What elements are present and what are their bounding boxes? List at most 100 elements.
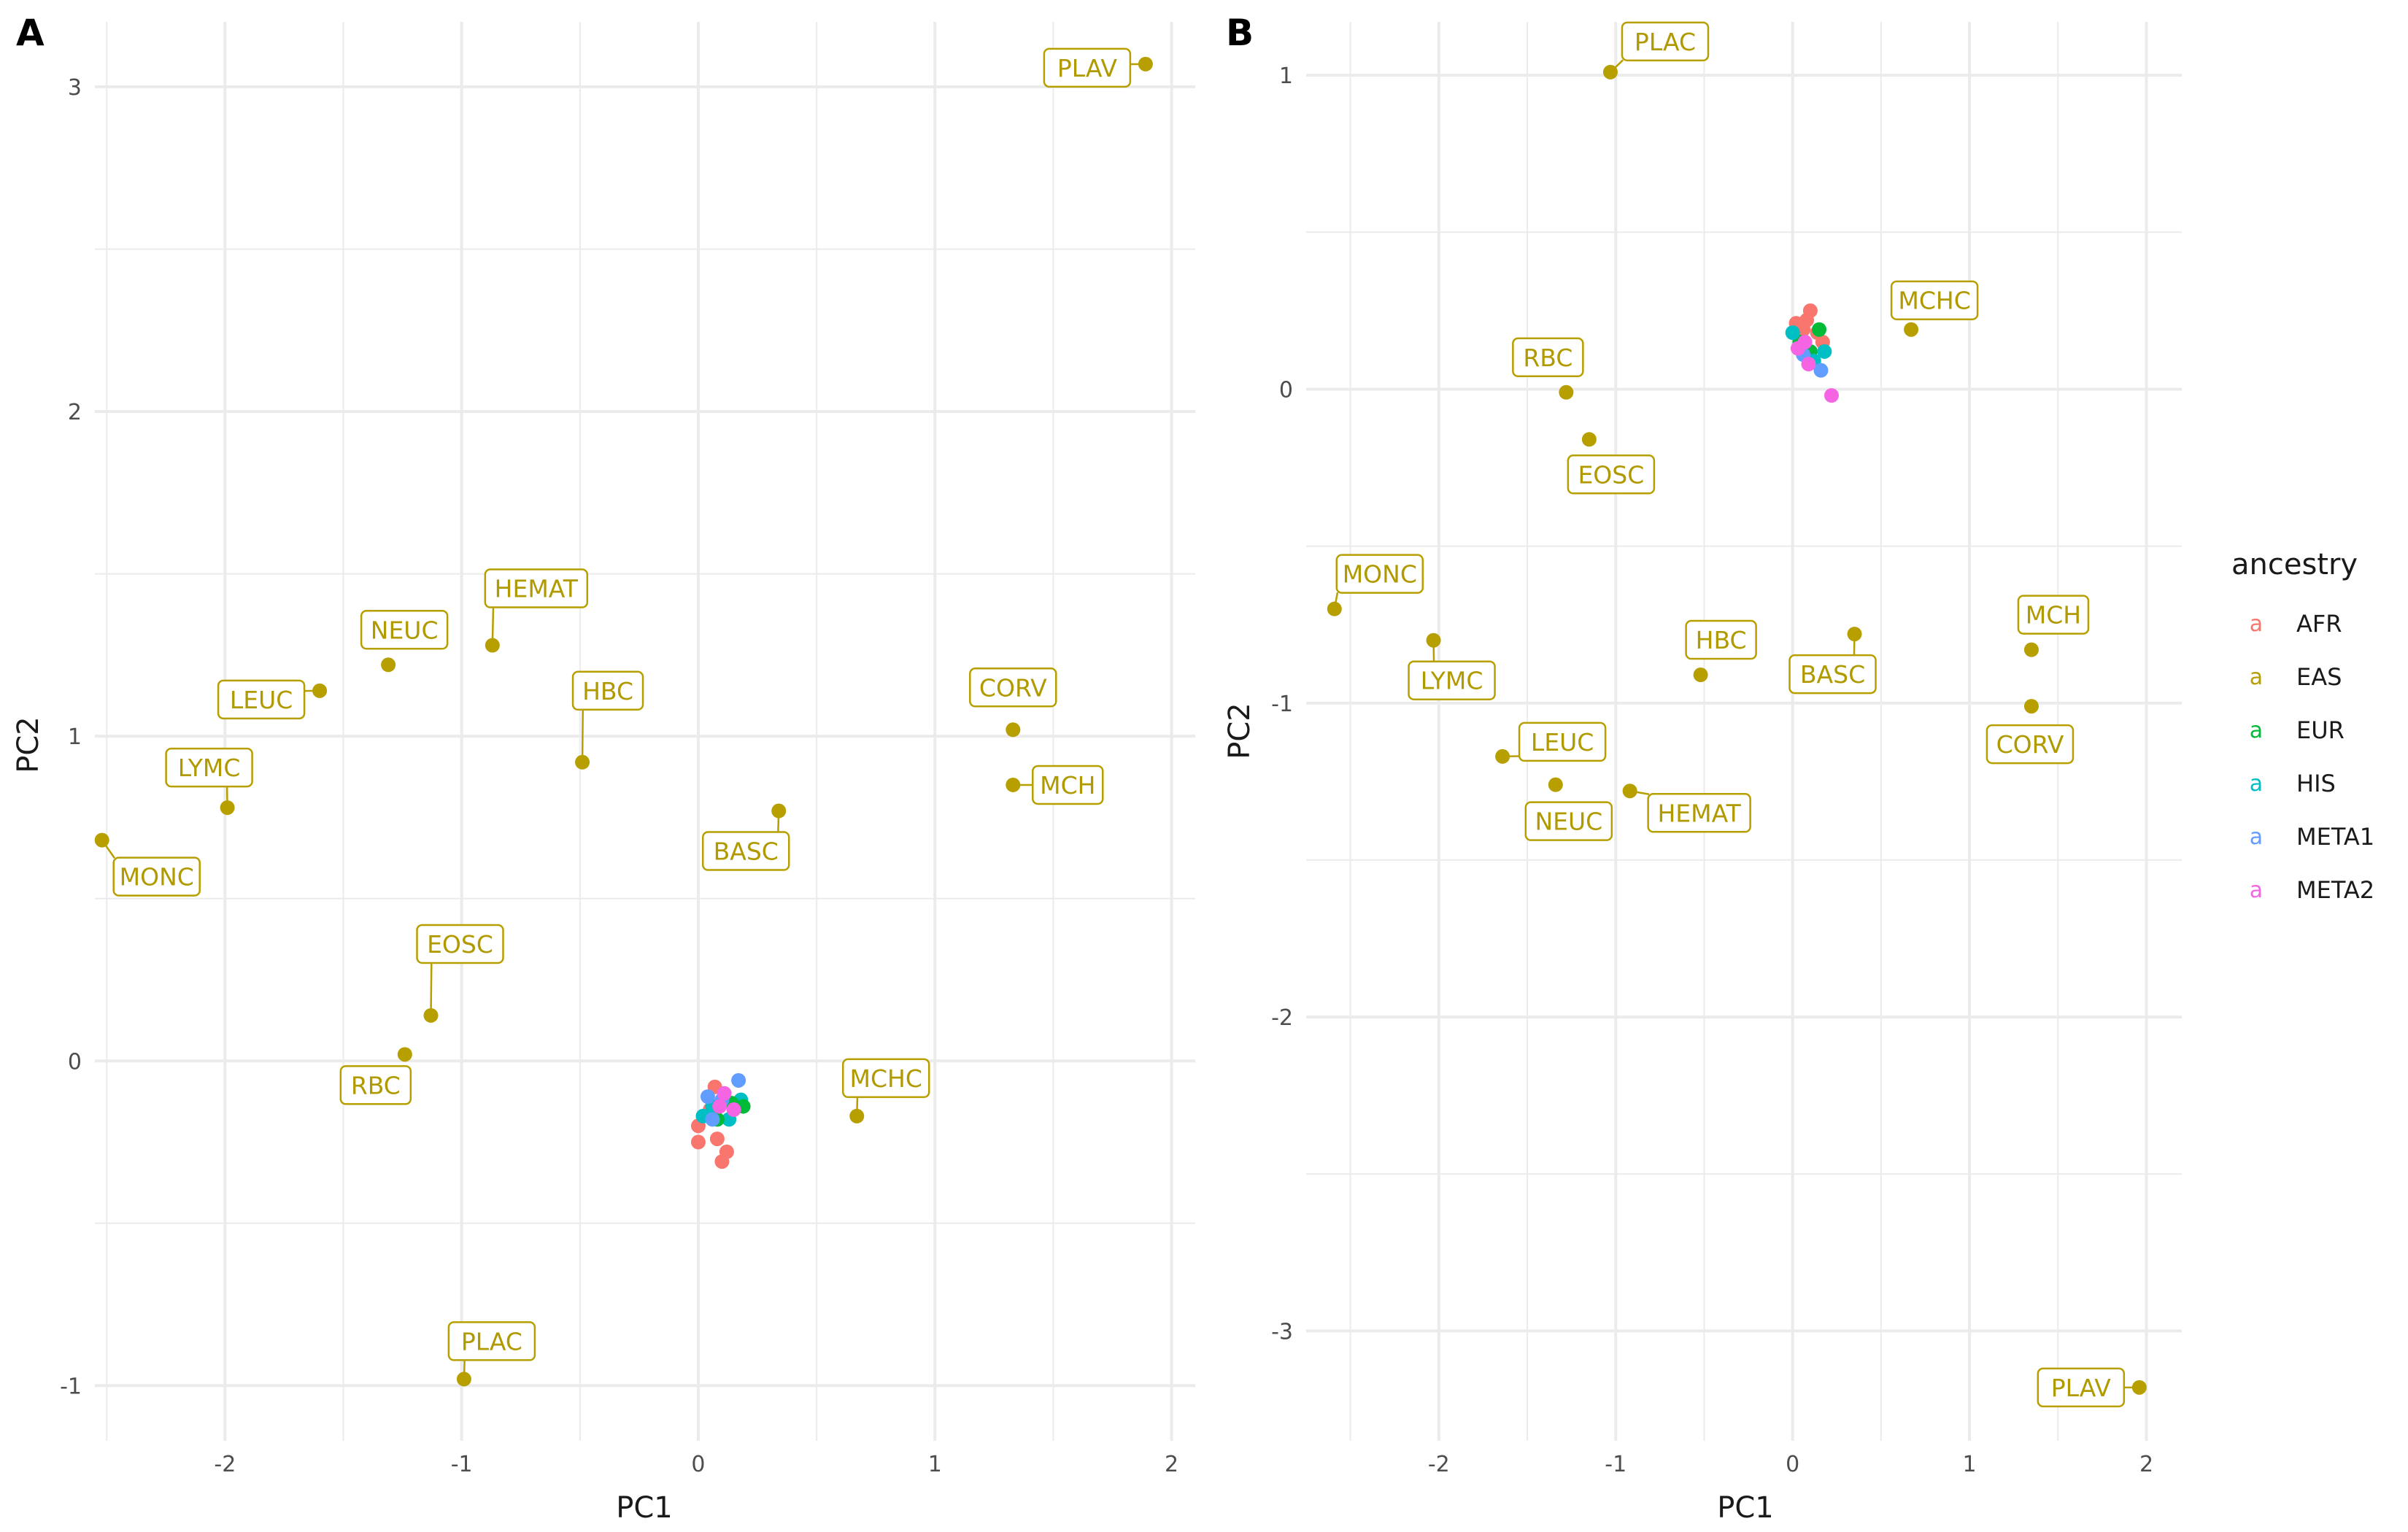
trait-label-mch: MCH <box>2026 601 2081 630</box>
y-tick-label: 1 <box>68 724 82 750</box>
trait-label-monc: MONC <box>120 863 194 891</box>
trait-label-plac: PLAC <box>1635 28 1696 56</box>
trait-point-neuc <box>1548 777 1563 792</box>
label-connector <box>1853 634 1856 656</box>
trait-label-box <box>1032 765 1104 805</box>
y-tick-label: -2 <box>1271 1005 1293 1031</box>
panel-a-marks: PLAV NEUC HEMAT LEUC HBC LYMC MONC CORV MCH BASC E… <box>94 47 1153 1387</box>
trait-label-box <box>1647 793 1751 833</box>
trait-label-lymc: LYMC <box>178 754 241 782</box>
x-tick-label: 0 <box>1786 1452 1799 1477</box>
trait-label-hbc: HBC <box>582 677 633 705</box>
legend: ancestry a AFR a EAS a EUR a HIS a META1 a META2 <box>2231 548 2374 904</box>
label-connector <box>1629 790 1650 796</box>
trait-label-box <box>360 610 449 650</box>
trait-label-box <box>165 747 253 788</box>
x-tick-label: 1 <box>928 1452 942 1477</box>
trait-label-box <box>1986 724 2075 765</box>
cluster-point-afr <box>714 1154 730 1169</box>
trait-label-box <box>841 1058 930 1099</box>
y-tick-label: -3 <box>1271 1319 1293 1345</box>
cluster-point-meta1 <box>705 1112 720 1127</box>
legend-title: ancestry <box>2231 548 2358 581</box>
trait-label-box <box>1890 280 1979 320</box>
panel-a-x-axis-title: PC1 <box>616 1491 673 1525</box>
panel-b-marks: PLAC MCHC RBC EOSC MONC LYMC HBC BASC MCH CORV LEU… <box>1327 21 2147 1408</box>
y-tick-label: -1 <box>1271 692 1293 717</box>
trait-label-rbc: RBC <box>351 1071 401 1099</box>
y-tick-label: 2 <box>68 400 82 425</box>
trait-label-plav: PLAV <box>1057 54 1118 82</box>
trait-label-rbc: RBC <box>1523 344 1572 372</box>
cluster-point-afr <box>1799 312 1815 328</box>
trait-label-box <box>217 679 306 720</box>
trait-label-box <box>1335 554 1424 594</box>
trait-label-neuc: NEUC <box>1535 808 1602 836</box>
trait-label-box <box>1567 454 1656 495</box>
x-tick-label: 0 <box>691 1452 705 1477</box>
cluster-point-meta1 <box>731 1072 746 1088</box>
label-connector <box>1333 592 1339 609</box>
cluster-point-meta2 <box>717 1086 732 1101</box>
trait-point-hbc <box>1693 668 1708 683</box>
cluster-point-afr <box>690 1134 706 1150</box>
panel-b-y-axis-title: PC2 <box>1223 703 1257 759</box>
trait-label-neuc: NEUC <box>371 616 439 644</box>
trait-label-plac: PLAC <box>461 1327 522 1355</box>
trait-point-corv <box>1006 722 1021 738</box>
trait-point-rbc <box>397 1047 412 1062</box>
trait-label-box <box>969 668 1057 708</box>
panel-a-ticks: -2 -1 0 1 2 -1 0 1 2 3 <box>60 75 1178 1477</box>
x-tick-label: -2 <box>1428 1452 1450 1477</box>
panel-a-y-axis-title: PC2 <box>12 716 45 773</box>
trait-label-box <box>447 1321 536 1361</box>
label-connector <box>463 1359 466 1380</box>
trait-label-mch: MCH <box>1040 771 1095 800</box>
legend-label-his: HIS <box>2296 770 2336 797</box>
label-connector <box>430 962 433 1015</box>
panel-b-ticks: -2 -1 0 1 2 -3 -2 -1 0 1 <box>1271 63 2153 1477</box>
trait-label-monc: MONC <box>1343 560 1417 589</box>
trait-label-box <box>339 1065 412 1105</box>
trait-label-lymc: LYMC <box>1421 667 1483 695</box>
cluster-point-meta2 <box>1801 357 1816 372</box>
trait-label-basc: BASC <box>1800 660 1865 689</box>
trait-point-corv <box>2023 699 2039 714</box>
trait-label-box <box>1788 654 1877 695</box>
trait-point-rbc <box>1559 384 1574 400</box>
legend-items: a AFR a EAS a EUR a HIS a META1 a META2 <box>2250 610 2374 904</box>
trait-label-mchc: MCHC <box>850 1064 922 1093</box>
panel-a-tag: A <box>16 12 45 54</box>
trait-label-box <box>701 831 790 871</box>
trait-label-corv: CORV <box>1996 730 2064 759</box>
trait-label-box <box>1524 801 1613 841</box>
y-tick-label: 0 <box>1279 377 1293 403</box>
trait-label-box <box>1685 619 1757 660</box>
trait-label-eosc: EOSC <box>427 930 493 959</box>
y-tick-label: -1 <box>60 1374 82 1399</box>
trait-label-eosc: EOSC <box>1578 460 1644 489</box>
trait-label-box <box>1408 660 1496 700</box>
label-connector <box>777 811 780 833</box>
cluster-point-his <box>1817 344 1832 359</box>
cluster-point-meta1 <box>1813 363 1829 378</box>
trait-label-box <box>416 924 504 964</box>
legend-key-afr: a <box>2250 611 2263 637</box>
trait-label-box <box>1512 337 1584 378</box>
trait-label-plav: PLAV <box>2051 1374 2112 1402</box>
x-tick-label: 2 <box>2139 1452 2153 1477</box>
x-tick-label: -1 <box>451 1452 473 1477</box>
cluster-point-his <box>1785 325 1800 341</box>
y-tick-label: 0 <box>68 1049 82 1075</box>
trait-label-box <box>112 856 201 897</box>
trait-label-mchc: MCHC <box>1898 287 1970 315</box>
panel-b-x-axis-title: PC1 <box>1717 1491 1774 1525</box>
x-tick-label: 2 <box>1165 1452 1178 1477</box>
trait-label-hemat: HEMAT <box>495 575 579 603</box>
label-connector <box>581 709 584 762</box>
label-connector <box>1610 59 1624 73</box>
x-tick-label: -2 <box>214 1452 236 1477</box>
cluster-point-eur <box>1812 322 1827 337</box>
label-connector <box>101 839 115 859</box>
trait-point-mchc <box>1904 322 1919 337</box>
